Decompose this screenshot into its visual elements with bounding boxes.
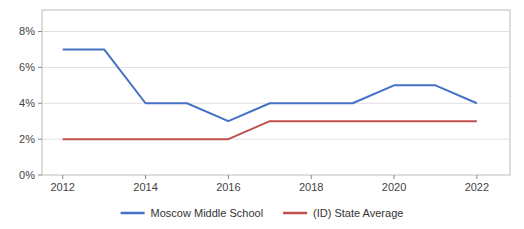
x-tick	[394, 175, 395, 179]
y-tick	[38, 103, 42, 104]
legend-label: (ID) State Average	[313, 207, 403, 219]
x-tick-label: 2014	[133, 181, 157, 193]
y-tick-label: 4%	[19, 97, 35, 109]
x-tick-label: 2012	[50, 181, 74, 193]
y-tick	[38, 31, 42, 32]
y-tick-label: 8%	[19, 25, 35, 37]
legend-swatch	[121, 212, 145, 215]
x-tick	[62, 175, 63, 179]
y-tick	[38, 139, 42, 140]
x-tick-label: 2022	[465, 181, 489, 193]
y-tick-label: 2%	[19, 133, 35, 145]
plot-area	[63, 49, 477, 139]
x-tick	[476, 175, 477, 179]
series-line	[63, 121, 477, 139]
y-tick-label: 6%	[19, 61, 35, 73]
plot-frame	[42, 10, 510, 175]
legend: Moscow Middle School (ID) State Average	[121, 207, 404, 219]
grid-line	[42, 31, 510, 32]
legend-label: Moscow Middle School	[151, 207, 264, 219]
y-tick	[38, 175, 42, 176]
x-tick-label: 2020	[382, 181, 406, 193]
y-tick	[38, 67, 42, 68]
x-tick	[311, 175, 312, 179]
legend-swatch	[283, 212, 307, 215]
grid-line	[42, 175, 510, 176]
chart: 0% 2% 4% 6% 8% 2012 2014 2016 2018 2020 2022 Moscow…	[0, 0, 524, 229]
x-tick	[228, 175, 229, 179]
grid-line	[42, 67, 510, 68]
x-tick-label: 2016	[216, 181, 240, 193]
x-tick-label: 2018	[299, 181, 323, 193]
series-line	[63, 49, 477, 121]
x-tick	[145, 175, 146, 179]
y-tick-label: 0%	[19, 169, 35, 181]
